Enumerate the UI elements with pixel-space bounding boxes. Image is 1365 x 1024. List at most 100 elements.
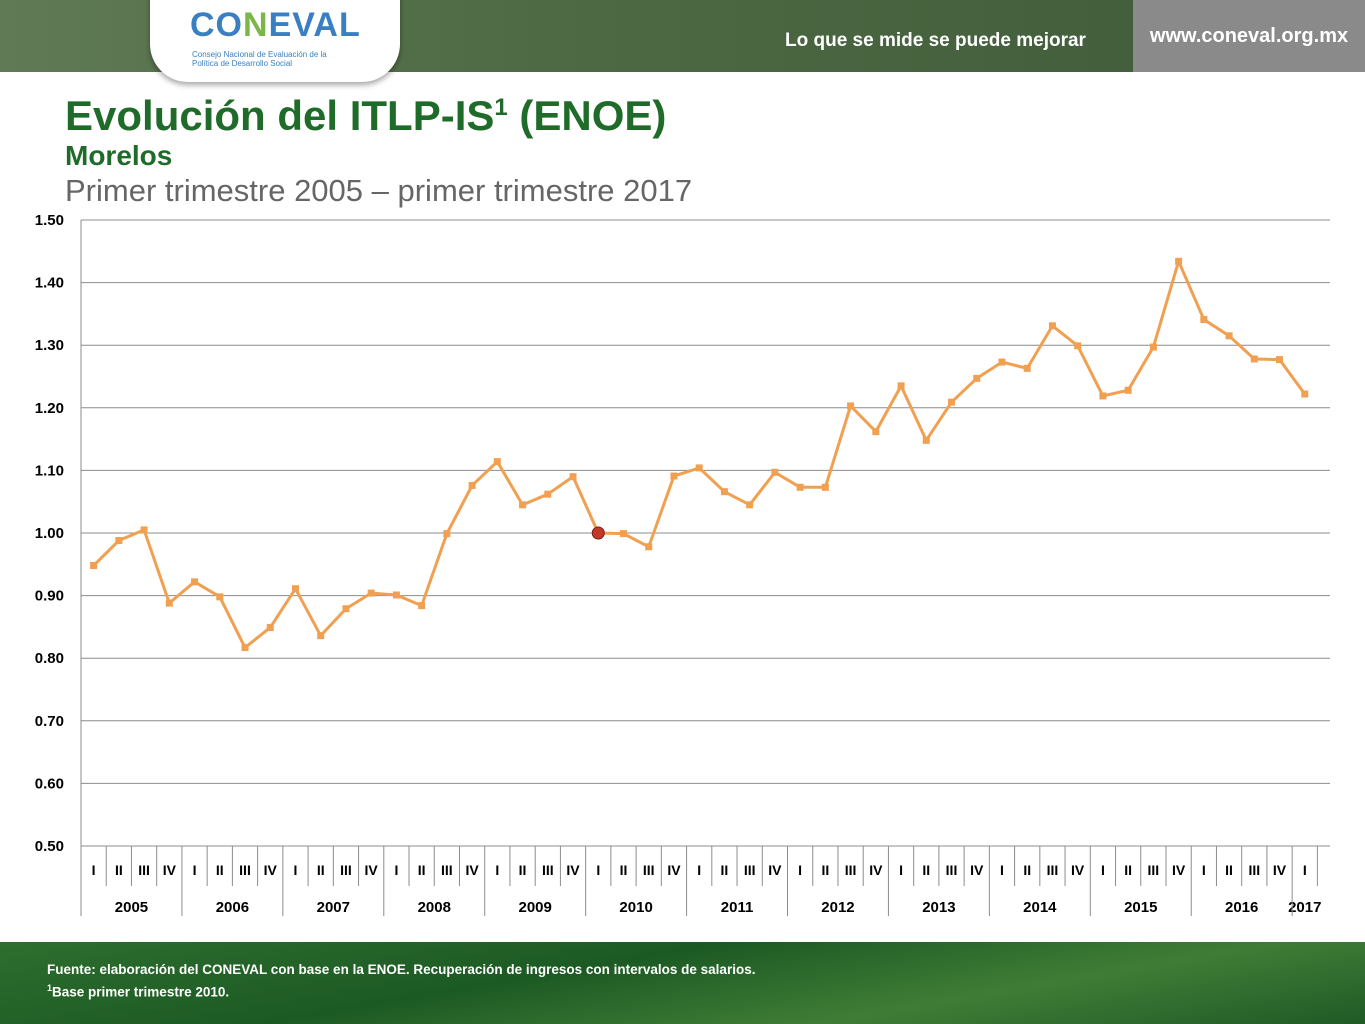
- data-point: [1200, 316, 1208, 324]
- coneval-logo: CONEVAL: [190, 6, 361, 44]
- year-label: 2009: [518, 899, 551, 916]
- quarter-label: IV: [1071, 862, 1085, 878]
- data-point: [291, 585, 299, 593]
- quarter-label: II: [1225, 862, 1233, 878]
- year-label: 2011: [721, 899, 754, 916]
- quarter-label: II: [1023, 862, 1031, 878]
- note-superscript: 1: [47, 983, 53, 993]
- data-point: [1225, 332, 1233, 340]
- y-tick-label: 1.40: [35, 275, 64, 292]
- y-tick-label: 1.00: [35, 525, 64, 542]
- year-label: 2008: [418, 899, 451, 916]
- title-text: Evolución del ITLP-IS: [65, 92, 495, 139]
- slogan: Lo que se mide se puede mejorar: [785, 30, 1086, 51]
- data-point: [216, 593, 224, 601]
- data-point: [443, 530, 451, 538]
- data-point: [1074, 342, 1082, 350]
- year-label: 2014: [1023, 899, 1057, 916]
- quarter-label: IV: [264, 862, 278, 878]
- logo-tab: [150, 0, 400, 82]
- data-point: [1099, 392, 1107, 400]
- data-point: [367, 589, 375, 597]
- quarter-label: II: [620, 862, 628, 878]
- quarter-label: IV: [768, 862, 782, 878]
- data-point: [418, 602, 426, 610]
- data-point: [746, 501, 754, 509]
- data-point: [140, 526, 148, 534]
- quarter-label: II: [922, 862, 930, 878]
- data-point: [569, 473, 577, 481]
- year-label: 2005: [115, 899, 148, 916]
- data-point: [266, 624, 274, 632]
- data-point: [695, 464, 703, 472]
- period-label: Primer trimestre 2005 – primer trimestre…: [65, 173, 693, 208]
- chart-grid: [81, 219, 1330, 847]
- year-label: 2016: [1225, 899, 1258, 916]
- highlight-point: [591, 526, 605, 540]
- data-point: [670, 472, 678, 480]
- quarter-label: II: [418, 862, 426, 878]
- y-tick-label: 0.90: [35, 588, 64, 605]
- data-point: [1124, 386, 1132, 394]
- data-point: [1149, 343, 1157, 351]
- logo-subtitle: Consejo Nacional de Evaluación de la Pol…: [192, 50, 327, 68]
- data-point: [90, 562, 98, 570]
- y-tick-label: 1.20: [35, 400, 64, 417]
- quarter-label: IV: [667, 862, 681, 878]
- data-point: [619, 530, 627, 538]
- quarter-label: IV: [163, 862, 177, 878]
- quarter-label: I: [294, 862, 298, 878]
- quarter-label: II: [216, 862, 224, 878]
- quarter-label: I: [697, 862, 701, 878]
- quarter-label: I: [1202, 862, 1206, 878]
- year-label: 2006: [216, 899, 249, 916]
- year-label: 2012: [821, 899, 854, 916]
- quarter-label: I: [92, 862, 96, 878]
- footer-band: [0, 942, 1365, 1024]
- page-subtitle: Morelos: [65, 140, 173, 171]
- x-axis: I II III IV I II III IV I II III IV I II III IV I II III IV…: [80, 846, 1321, 916]
- data-point: [191, 578, 199, 586]
- quarter-label: III: [239, 862, 251, 878]
- data-point: [720, 488, 728, 496]
- data-point: [317, 632, 325, 640]
- title-suffix: (ENOE): [507, 92, 667, 139]
- quarter-label: I: [899, 862, 903, 878]
- data-point: [1250, 355, 1258, 363]
- quarter-label: III: [542, 862, 554, 878]
- y-tick-label: 0.80: [35, 650, 64, 667]
- quarter-label: IV: [1273, 862, 1287, 878]
- quarter-label: III: [340, 862, 352, 878]
- quarter-label: II: [821, 862, 829, 878]
- title-superscript: 1: [494, 94, 508, 121]
- data-point: [1175, 257, 1183, 265]
- note-text: Base primer trimestre 2010.: [52, 984, 230, 1000]
- website-link[interactable]: www.coneval.org.mx: [1133, 0, 1365, 72]
- quarter-label: II: [1124, 862, 1132, 878]
- data-point: [544, 490, 552, 498]
- data-point: [821, 483, 829, 491]
- y-tick-label: 1.30: [35, 337, 64, 354]
- data-point: [115, 537, 123, 545]
- quarter-label: IV: [970, 862, 984, 878]
- data-point: [342, 605, 350, 613]
- quarter-label: II: [115, 862, 123, 878]
- quarter-label: I: [1303, 862, 1307, 878]
- data-point: [645, 543, 653, 551]
- base-note: 1Base primer trimestre 2010.: [47, 983, 229, 1000]
- data-point: [948, 398, 956, 406]
- series-path: [92, 259, 1306, 650]
- year-label: 2017: [1288, 899, 1321, 916]
- quarter-label: II: [721, 862, 729, 878]
- data-point: [872, 428, 880, 436]
- data-point: [392, 591, 400, 599]
- quarter-label: III: [1148, 862, 1160, 878]
- data-point: [241, 644, 249, 652]
- line-chart: 0.50 0.60 0.70 0.80 0.90 1.00 1.10 1.20 1.30 1.40…: [35, 212, 1330, 916]
- data-point: [796, 483, 804, 491]
- y-axis: 0.50 0.60 0.70 0.80 0.90 1.00 1.10 1.20 1.30 1.40…: [35, 212, 82, 855]
- page-title: Evolución del ITLP-IS1 (ENOE): [65, 92, 666, 140]
- quarter-label: III: [138, 862, 150, 878]
- quarter-label: III: [1047, 862, 1059, 878]
- quarter-label: I: [1000, 862, 1004, 878]
